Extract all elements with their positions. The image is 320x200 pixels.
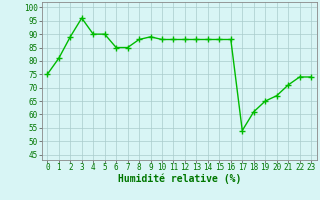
- X-axis label: Humidité relative (%): Humidité relative (%): [117, 174, 241, 184]
